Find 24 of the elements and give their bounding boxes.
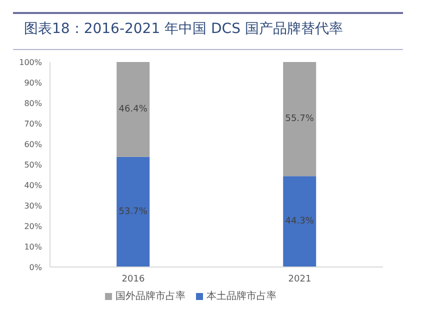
- data-label: 44.3%: [285, 216, 314, 227]
- bar: [116, 156, 150, 267]
- y-tick-label: 80%: [24, 98, 42, 108]
- y-tick-label: 10%: [24, 242, 42, 252]
- y-tick-label: 40%: [24, 180, 42, 190]
- bar: [283, 62, 316, 176]
- chart-title: 图表18：2016-2021 年中国 DCS 国产品牌替代率: [24, 20, 343, 38]
- x-tick-label: 2021: [288, 274, 312, 284]
- bar: [116, 62, 150, 157]
- y-tick-label: 0%: [29, 262, 42, 272]
- legend-label: 国外品牌市占率: [116, 291, 186, 302]
- y-tick-label: 30%: [24, 201, 42, 210]
- y-tick-label: 50%: [24, 160, 42, 170]
- y-tick-label: 70%: [24, 119, 42, 128]
- x-tick-label: 2016: [122, 274, 145, 284]
- bar: [283, 176, 316, 267]
- data-label: 53.7%: [118, 206, 148, 217]
- y-tick-label: 60%: [24, 140, 42, 149]
- data-label: 55.7%: [285, 114, 314, 124]
- legend-label: 本土品牌市占率: [206, 291, 276, 302]
- data-label: 46.4%: [118, 104, 148, 114]
- y-tick-label: 20%: [24, 222, 42, 231]
- y-tick-label: 100%: [19, 58, 42, 67]
- y-tick-label: 90%: [24, 78, 42, 88]
